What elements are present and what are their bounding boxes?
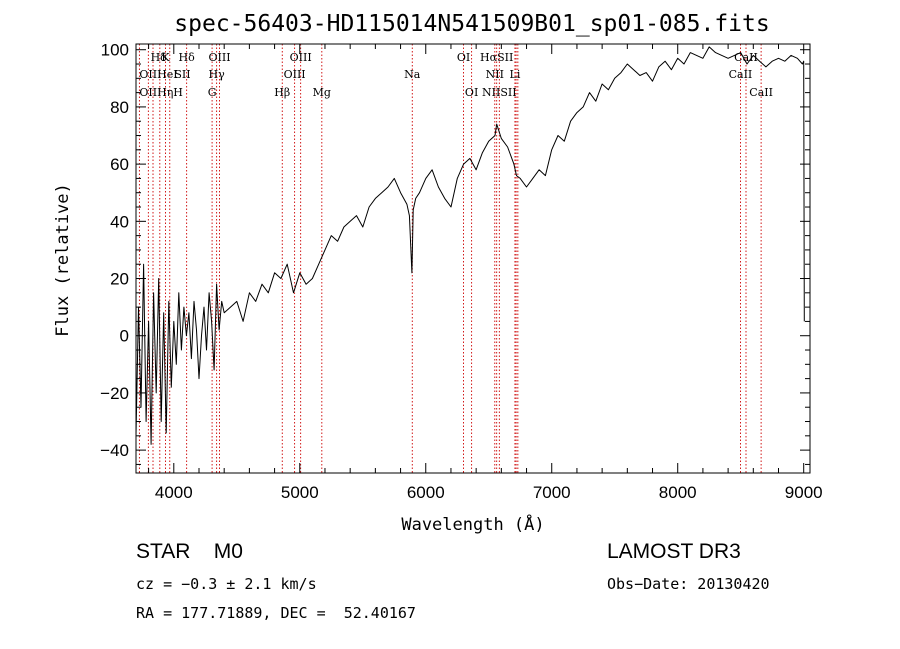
- x-tick-label: 7000: [533, 483, 571, 502]
- spectral-line-label: HαSII: [480, 51, 513, 64]
- survey-label: LAMOST DR3: [607, 540, 741, 563]
- y-tick-label: 20: [110, 270, 129, 289]
- spectral-line-label: OIII: [290, 51, 312, 64]
- y-tick-label: 60: [110, 155, 129, 174]
- spectral-line-label: NII: [486, 68, 504, 81]
- spectral-line-label: Hγ: [209, 68, 226, 81]
- x-tick-label: 4000: [155, 483, 193, 502]
- observation-date: Obs−Date: 20130420: [607, 575, 770, 593]
- spectral-line-label: Hδ: [151, 51, 168, 64]
- object-class: STAR M0: [136, 540, 243, 563]
- spectral-line-label: K: [161, 51, 170, 64]
- y-tick-label: 40: [110, 212, 129, 231]
- spectral-line-label: Hβ: [274, 86, 290, 99]
- x-axis-label: Wavelength (Å): [401, 513, 544, 535]
- y-tick-label: −40: [100, 441, 129, 460]
- spectral-line-label: OI: [465, 86, 478, 99]
- plot-frame: [135, 43, 811, 474]
- y-axis-label: Flux (relative): [53, 183, 73, 337]
- spectral-line-label: Li: [510, 68, 521, 81]
- x-tick-label: 9000: [785, 483, 823, 502]
- chart-title: spec-56403-HD115014N541509B01_sp01-085.f…: [174, 11, 769, 37]
- flux-series: [135, 46, 805, 445]
- spectral-line-label: OIIHeI: [139, 68, 177, 81]
- y-tick-label: 100: [101, 41, 129, 60]
- spectral-line-label: NIISII: [482, 86, 517, 99]
- spectral-line-label: Hδ: [179, 51, 196, 64]
- spectral-line-label: OIII: [208, 51, 230, 64]
- spectral-line-label: CaII: [729, 68, 753, 81]
- y-tick-label: 80: [110, 98, 129, 117]
- spectral-line-label: SII: [174, 68, 190, 81]
- spectral-line-label: CaII: [734, 51, 758, 64]
- spectral-line-label: OIIHηH: [139, 86, 182, 99]
- spectral-line-markers: [138, 44, 762, 473]
- spectral-line-label: OIII: [284, 68, 306, 81]
- redshift-value: cz = −0.3 ± 2.1 km/s: [136, 575, 317, 593]
- spectral-line-label: CaII: [749, 86, 773, 99]
- x-tick-label: 5000: [281, 483, 319, 502]
- x-tick-label: 8000: [659, 483, 697, 502]
- flux-line: [135, 46, 805, 445]
- x-tick-label: 6000: [407, 483, 445, 502]
- spectral-line-label: G: [208, 86, 217, 99]
- ra-dec-coordinates: RA = 177.71889, DEC = 52.40167: [136, 604, 416, 622]
- spectral-line-label: Na: [404, 68, 421, 81]
- spectral-line-label: OI: [457, 51, 470, 64]
- spectral-line-label: Mg: [313, 86, 331, 99]
- y-tick-label: −20: [100, 384, 129, 403]
- y-tick-label: 0: [120, 327, 129, 346]
- axis-ticks: 4000 5000 6000 7000 8000 9000 −40 −20 0 20 40 60 80 1…: [100, 41, 822, 502]
